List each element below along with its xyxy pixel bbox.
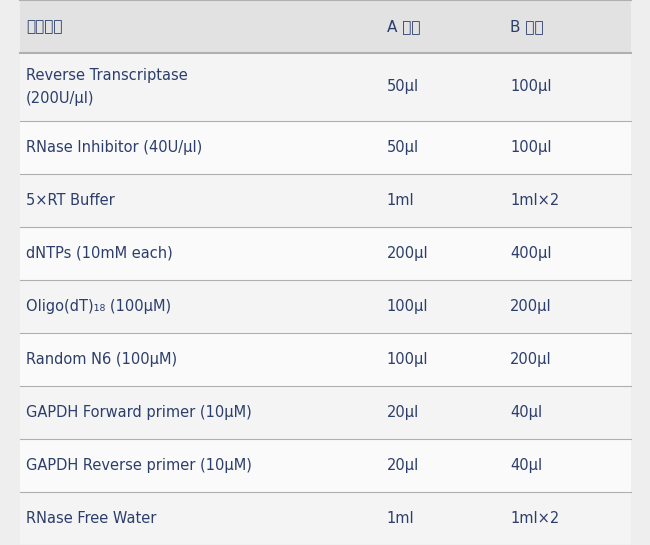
Text: 50μl: 50μl xyxy=(387,140,419,155)
Text: RNase Free Water: RNase Free Water xyxy=(26,511,157,526)
Bar xyxy=(20,386,630,439)
Text: GAPDH Reverse primer (10μM): GAPDH Reverse primer (10μM) xyxy=(26,458,252,473)
Text: 100μl: 100μl xyxy=(387,299,428,314)
Text: 40μl: 40μl xyxy=(510,405,542,420)
Text: 100μl: 100μl xyxy=(510,80,552,94)
Text: 40μl: 40μl xyxy=(510,458,542,473)
Text: GAPDH Forward primer (10μM): GAPDH Forward primer (10μM) xyxy=(26,405,252,420)
Text: Reverse Transcriptase: Reverse Transcriptase xyxy=(26,68,188,83)
Bar xyxy=(20,120,630,174)
Bar xyxy=(20,174,630,227)
Text: 1ml: 1ml xyxy=(387,511,415,526)
Text: 100μl: 100μl xyxy=(510,140,552,155)
Text: Oligo(dT)₁₈ (100μM): Oligo(dT)₁₈ (100μM) xyxy=(26,299,171,314)
Text: 20μl: 20μl xyxy=(387,405,419,420)
Text: RNase Inhibitor (40U/μl): RNase Inhibitor (40U/μl) xyxy=(26,140,202,155)
Text: 200μl: 200μl xyxy=(510,352,552,367)
Text: 20μl: 20μl xyxy=(387,458,419,473)
Text: 200μl: 200μl xyxy=(387,246,428,261)
Text: 产品组成: 产品组成 xyxy=(26,19,62,34)
Text: 1ml×2: 1ml×2 xyxy=(510,511,560,526)
Bar xyxy=(20,53,630,120)
Text: 1ml: 1ml xyxy=(387,192,415,208)
Text: 200μl: 200μl xyxy=(510,299,552,314)
Text: (200U/μl): (200U/μl) xyxy=(26,91,94,106)
Text: 100μl: 100μl xyxy=(387,352,428,367)
Text: A 包装: A 包装 xyxy=(387,19,421,34)
Bar xyxy=(20,439,630,492)
Text: 50μl: 50μl xyxy=(387,80,419,94)
Bar xyxy=(20,227,630,280)
Bar xyxy=(20,280,630,333)
Text: dNTPs (10mM each): dNTPs (10mM each) xyxy=(26,246,173,261)
Text: 5×RT Buffer: 5×RT Buffer xyxy=(26,192,115,208)
Bar xyxy=(20,0,630,53)
Text: 1ml×2: 1ml×2 xyxy=(510,192,560,208)
Text: Random N6 (100μM): Random N6 (100μM) xyxy=(26,352,177,367)
Bar xyxy=(20,333,630,386)
Bar xyxy=(20,492,630,545)
Text: B 包装: B 包装 xyxy=(510,19,544,34)
Text: 400μl: 400μl xyxy=(510,246,552,261)
